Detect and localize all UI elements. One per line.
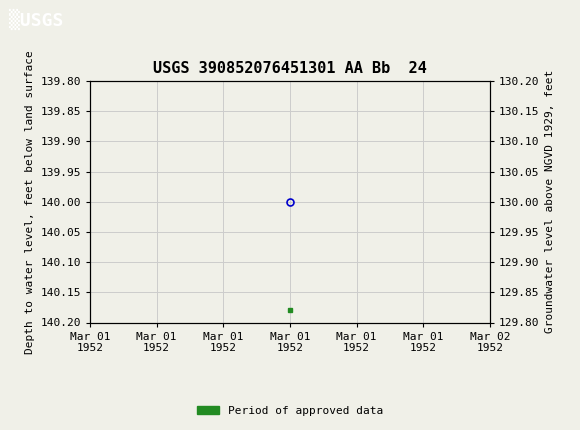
Title: USGS 390852076451301 AA Bb  24: USGS 390852076451301 AA Bb 24 (153, 61, 427, 76)
Y-axis label: Depth to water level, feet below land surface: Depth to water level, feet below land su… (25, 50, 35, 353)
Text: ▒USGS: ▒USGS (9, 9, 63, 30)
Y-axis label: Groundwater level above NGVD 1929, feet: Groundwater level above NGVD 1929, feet (545, 70, 555, 333)
Legend: Period of approved data: Period of approved data (193, 401, 387, 420)
